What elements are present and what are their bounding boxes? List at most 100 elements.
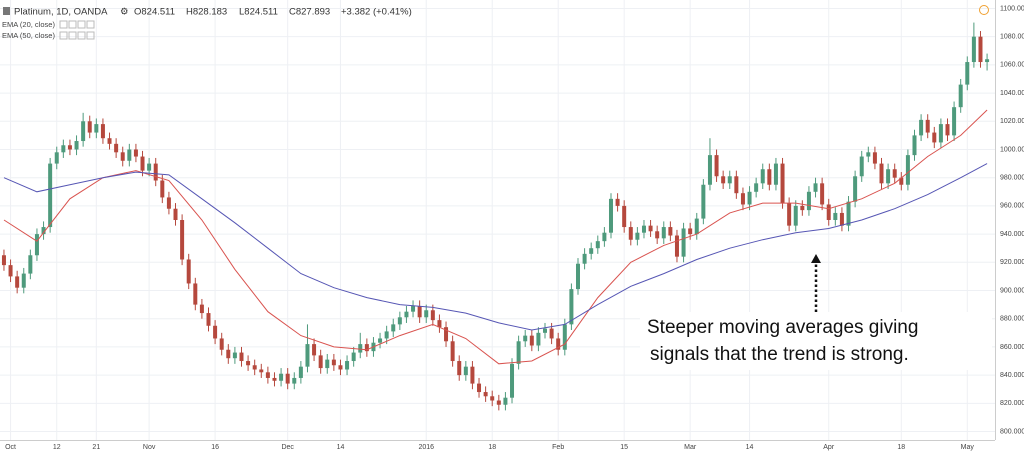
candle-body — [411, 306, 416, 312]
y-tick-label: 840.000 — [1000, 372, 1024, 379]
candle-body — [239, 352, 244, 362]
candle-body — [450, 341, 455, 362]
y-tick-label: 800.000 — [1000, 428, 1024, 435]
button[interactable] — [68, 20, 77, 29]
candle-body — [938, 124, 943, 143]
candle-body — [404, 311, 409, 318]
candle-body — [67, 145, 72, 150]
candle-body — [444, 327, 449, 342]
button[interactable] — [77, 31, 86, 40]
candle-body — [872, 152, 877, 164]
candle-body — [483, 392, 488, 397]
candle-body — [259, 369, 264, 373]
y-tick-label: 1040.000 — [1000, 90, 1024, 97]
ema-line — [3, 109, 988, 365]
legend-ema20[interactable]: EMA (20, close) — [2, 20, 55, 29]
candle-body — [562, 324, 567, 350]
candle-body — [503, 397, 508, 405]
y-tick-label: 1100.000 — [1000, 5, 1024, 12]
candle-body — [655, 231, 660, 239]
candle-body — [516, 341, 521, 364]
candle-body — [463, 366, 468, 376]
x-tick-label: Mar — [684, 444, 697, 451]
candle-body — [127, 149, 132, 161]
candle-body — [54, 152, 59, 164]
x-tick-label: 18 — [488, 444, 496, 451]
candle-body — [331, 359, 336, 366]
candle-body — [430, 310, 435, 321]
x-tick-label: Feb — [552, 444, 564, 451]
candle-body — [635, 232, 640, 240]
button[interactable] — [68, 31, 77, 40]
button[interactable] — [86, 31, 95, 40]
candle-body — [298, 366, 303, 378]
x-tick-label: Oct — [5, 444, 16, 451]
candle-body — [279, 373, 284, 381]
candle-body — [978, 36, 983, 63]
candle-body — [707, 155, 712, 185]
y-tick-label: 960.000 — [1000, 203, 1024, 210]
candle-body — [28, 255, 33, 274]
candle-body — [760, 169, 765, 184]
candle-body — [694, 218, 699, 235]
x-tick-label: Nov — [143, 444, 156, 451]
x-tick-label: Dec — [281, 444, 294, 451]
y-tick-label: 920.000 — [1000, 259, 1024, 266]
candle-body — [351, 352, 356, 362]
candle-body — [470, 366, 475, 384]
candle-body — [536, 332, 541, 346]
candle-body — [773, 163, 778, 185]
quote-open: O824.511 — [134, 7, 175, 18]
candle-body — [952, 107, 957, 136]
candle-body — [985, 59, 990, 63]
candle-body — [34, 234, 39, 256]
settings-icon[interactable]: ⚙ — [120, 7, 129, 18]
candle-body — [945, 124, 950, 136]
candle-body — [727, 176, 732, 184]
candle-body — [133, 149, 138, 157]
candle-body — [556, 338, 561, 350]
candle-body — [589, 248, 594, 254]
y-tick-label: 1080.000 — [1000, 34, 1024, 41]
candle-body — [166, 197, 171, 209]
candle-body — [701, 184, 706, 219]
x-tick-label: 21 — [92, 444, 100, 451]
candle-body — [859, 156, 864, 177]
axes: 800.000 820.000 840.000 860.000 880.000 900.0… — [5, 5, 1024, 451]
candle-body — [806, 191, 811, 211]
candle-body — [641, 225, 646, 233]
legend-ema50[interactable]: EMA (50, close) — [2, 31, 55, 40]
candle-body — [866, 152, 871, 157]
button[interactable] — [59, 31, 68, 40]
candle-body — [457, 361, 462, 376]
candle-body — [919, 119, 924, 136]
legend-buttons — [59, 20, 95, 40]
candle-body — [437, 320, 442, 328]
y-tick-label: 900.000 — [1000, 287, 1024, 294]
candle-body — [912, 135, 917, 156]
button[interactable] — [86, 20, 95, 29]
candle-body — [958, 84, 963, 108]
y-tick-label: 860.000 — [1000, 344, 1024, 351]
candle-body — [424, 310, 429, 318]
candle-body — [358, 344, 363, 353]
candle-body — [793, 205, 798, 226]
candle-body — [87, 121, 92, 133]
button[interactable] — [77, 20, 86, 29]
x-tick-label: 16 — [211, 444, 219, 451]
symbol-icon[interactable] — [3, 7, 10, 15]
candle-body — [740, 193, 745, 205]
candle-body — [892, 169, 897, 178]
candle-body — [15, 276, 20, 288]
alert-icon[interactable] — [979, 5, 989, 15]
candle-body — [8, 265, 13, 277]
y-tick-label: 940.000 — [1000, 231, 1024, 238]
plot-area — [1, 22, 990, 411]
candle-body — [754, 183, 759, 192]
candle-body — [569, 289, 574, 325]
annotation-box — [640, 312, 992, 370]
candle-body — [971, 36, 976, 63]
candle-body — [74, 141, 79, 150]
button[interactable] — [59, 20, 68, 29]
